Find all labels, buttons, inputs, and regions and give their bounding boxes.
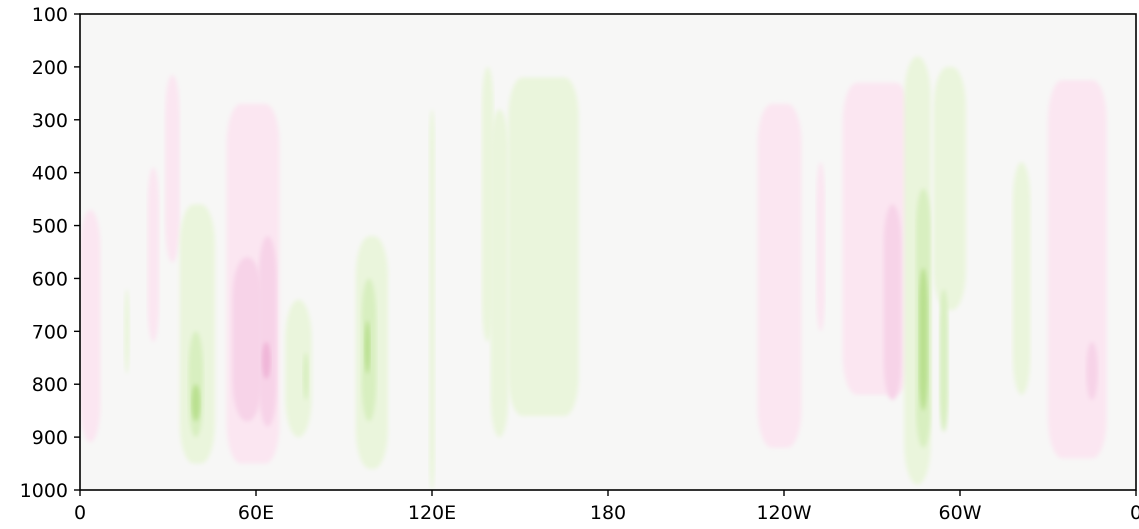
contour-region-positive-17 xyxy=(285,299,312,438)
contour-region-positive-25 xyxy=(490,109,509,438)
contour-region-positive-22 xyxy=(429,109,435,490)
x-tick-label: 60E xyxy=(238,502,274,524)
contour-region-negative-12 xyxy=(1086,341,1098,401)
contour-region-negative-5 xyxy=(258,236,277,427)
x-tick-label: 180 xyxy=(590,502,626,524)
contour-region-negative-4 xyxy=(232,257,262,422)
x-tick-label: 120W xyxy=(756,502,811,524)
y-tick-label: 300 xyxy=(32,110,68,132)
y-tick-label: 800 xyxy=(32,374,68,396)
contour-regions xyxy=(80,56,1107,490)
contour-region-positive-29 xyxy=(933,66,966,311)
y-tick-label: 200 xyxy=(32,57,68,79)
contour-region-positive-21 xyxy=(364,320,371,374)
contour-region-positive-31 xyxy=(1012,162,1031,395)
contour-region-positive-30 xyxy=(939,289,949,432)
x-axis: 0 60E 120E 180 120W 60W 0 xyxy=(74,490,1139,524)
contour-region-positive-28 xyxy=(918,267,928,411)
contour-region-positive-13 xyxy=(124,289,130,374)
y-tick-label: 700 xyxy=(32,321,68,343)
contour-region-negative-9 xyxy=(816,162,826,332)
y-tick-label: 100 xyxy=(32,4,68,26)
contour-region-negative-6 xyxy=(261,341,271,379)
contour-region-negative-10 xyxy=(883,204,902,401)
contour-region-negative-0 xyxy=(80,209,101,443)
y-tick-label: 400 xyxy=(32,163,68,185)
contour-region-positive-18 xyxy=(302,352,309,401)
y-tick-label: 900 xyxy=(32,427,68,449)
x-tick-label: 0 xyxy=(1130,502,1139,524)
y-axis: 100 200 300 400 500 600 700 800 900 1000 xyxy=(20,4,80,502)
x-tick-label: 120E xyxy=(408,502,456,524)
x-tick-label: 60W xyxy=(939,502,982,524)
contour-region-negative-11 xyxy=(1048,80,1107,459)
y-tick-label: 600 xyxy=(32,268,68,290)
contour-region-negative-1 xyxy=(147,167,160,342)
contour-region-positive-16 xyxy=(191,384,201,422)
y-tick-label: 500 xyxy=(32,216,68,238)
x-tick-label: 0 xyxy=(74,502,86,524)
contour-region-positive-24 xyxy=(508,77,579,416)
y-tick-label: 1000 xyxy=(20,480,68,502)
contour-region-negative-2 xyxy=(165,74,180,263)
contour-region-negative-7 xyxy=(757,103,802,448)
